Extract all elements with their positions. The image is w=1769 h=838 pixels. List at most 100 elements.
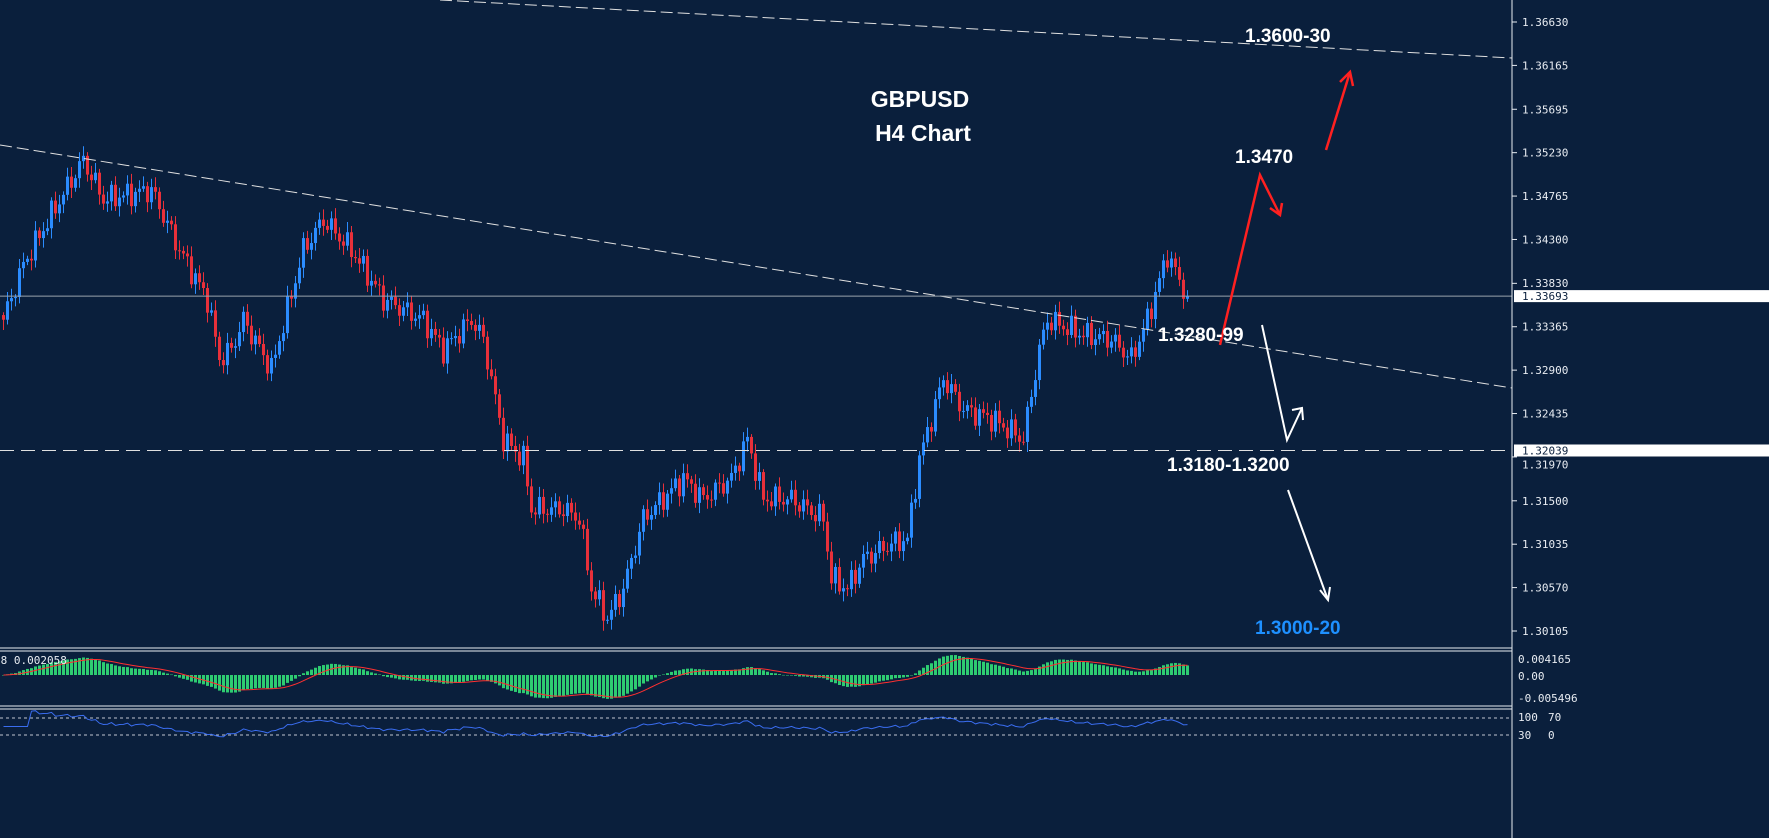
candle-body — [290, 295, 293, 299]
candle-body — [266, 355, 269, 374]
macd-bar — [90, 658, 93, 675]
candle — [186, 245, 189, 267]
candle — [678, 474, 681, 507]
macd-bar — [358, 668, 361, 675]
macd-bar — [790, 675, 793, 676]
candle — [662, 483, 665, 518]
macd-bar — [262, 675, 265, 689]
candle-body — [242, 311, 245, 333]
macd-bar — [438, 675, 441, 683]
candle — [574, 502, 577, 530]
candle — [414, 312, 417, 327]
macd-bar — [126, 667, 129, 675]
rsi-tick-70: 70 — [1548, 711, 1561, 724]
candle-body — [1082, 335, 1085, 338]
macd-bar — [546, 675, 549, 699]
candle-body — [90, 174, 93, 181]
candle — [1126, 349, 1129, 366]
candle-body — [138, 188, 141, 192]
candle-body — [230, 342, 233, 348]
candle — [258, 328, 261, 348]
candle-body — [194, 273, 197, 285]
candle-body — [206, 288, 209, 313]
macd-bar — [542, 675, 545, 699]
candle — [1002, 417, 1005, 432]
candle — [1054, 304, 1057, 340]
candle-body — [590, 570, 593, 592]
candle — [950, 374, 953, 404]
candle-body — [198, 273, 201, 283]
macd-bar — [146, 669, 149, 675]
macd-bar — [702, 669, 705, 675]
macd-bar — [802, 675, 805, 677]
candle — [126, 175, 129, 205]
macd-bar — [930, 663, 933, 675]
candle — [430, 318, 433, 346]
candle — [390, 290, 393, 310]
macd-bar — [158, 671, 161, 675]
candle — [22, 252, 25, 279]
candle — [130, 173, 133, 215]
macd-bar — [674, 670, 677, 675]
macd-bar — [294, 675, 297, 679]
macd-bar — [634, 675, 637, 690]
candle — [490, 359, 493, 380]
candle — [934, 391, 937, 437]
candle-body — [1006, 427, 1009, 439]
macd-bar — [238, 675, 241, 692]
candle-body — [278, 341, 281, 355]
candle — [962, 400, 965, 419]
candle-body — [1098, 334, 1101, 340]
candle-body — [654, 505, 657, 516]
candle-body — [306, 238, 309, 250]
candle-body — [498, 394, 501, 418]
macd-bar — [1154, 668, 1157, 675]
candle-body — [490, 369, 493, 377]
macd-bar — [322, 665, 325, 675]
candle — [398, 298, 401, 326]
macd-bar — [934, 660, 937, 675]
candle — [54, 191, 57, 219]
candle-body — [782, 501, 785, 505]
candle-body — [730, 472, 733, 481]
candle-body — [386, 299, 389, 311]
candle — [966, 400, 969, 419]
candle — [534, 507, 537, 525]
candle — [514, 435, 517, 462]
candle-body — [378, 284, 381, 286]
candle — [586, 518, 589, 576]
candle-body — [614, 593, 617, 610]
macd-bar — [1078, 661, 1081, 675]
candle — [58, 194, 61, 223]
candle — [38, 227, 41, 246]
candle-body — [710, 499, 713, 501]
price-tick-label: 1.33365 — [1522, 321, 1568, 334]
macd-bar — [122, 666, 125, 675]
candle — [166, 210, 169, 234]
annotation-1-3280: 1.3280-99 — [1158, 325, 1244, 346]
candle-body — [762, 472, 765, 500]
candle — [954, 379, 957, 395]
candle — [1066, 322, 1069, 346]
macd-bar — [918, 670, 921, 675]
candle — [334, 208, 337, 240]
candle — [890, 533, 893, 562]
candle — [450, 332, 453, 345]
macd-bar — [418, 675, 421, 681]
macd-bar — [1182, 664, 1185, 675]
macd-bar — [550, 675, 553, 698]
macd-bar — [1038, 666, 1041, 675]
candle-body — [778, 486, 781, 502]
macd-bar — [1170, 663, 1173, 675]
macd-bar — [278, 675, 281, 687]
candle-body — [178, 250, 181, 252]
candle-body — [806, 499, 809, 506]
macd-bar — [1118, 668, 1121, 675]
candle — [1130, 337, 1133, 364]
candle-body — [602, 590, 605, 621]
candle-body — [986, 412, 989, 416]
candle-body — [250, 325, 253, 345]
chart-title: GBPUSD — [871, 86, 969, 112]
candle-body — [46, 228, 49, 232]
macd-bar — [974, 660, 977, 675]
